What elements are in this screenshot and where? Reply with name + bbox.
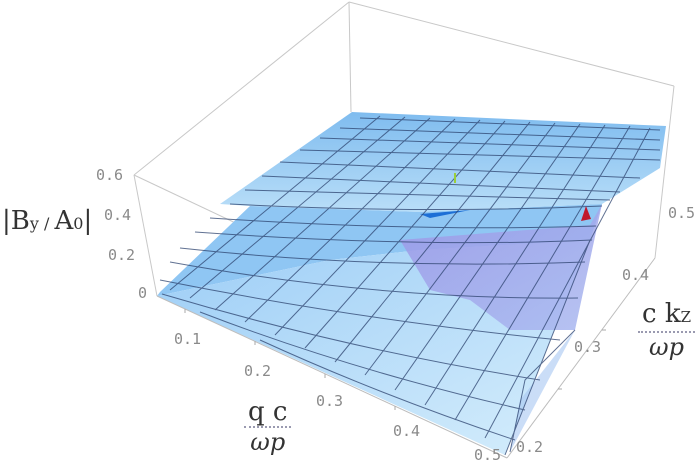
x-tick: 0.1	[174, 330, 202, 348]
x-tick: 0.2	[244, 362, 272, 380]
x-tick: 0.5	[474, 446, 502, 464]
z-tick: 0.2	[108, 246, 136, 264]
y-tick: 0.5	[668, 204, 696, 222]
surface-plateau	[220, 112, 666, 212]
z-tick: 0.4	[104, 206, 132, 224]
x-axis-label: q c ωp	[244, 398, 292, 456]
z-tick: 0	[138, 284, 148, 302]
x-tick: 0.4	[393, 422, 421, 440]
surface-left-slope	[157, 204, 602, 296]
marker-triangle	[581, 206, 591, 221]
x-tick: 0.3	[316, 392, 344, 410]
surface-mesh	[159, 115, 661, 456]
y-tick: 0.2	[516, 438, 544, 456]
z-tick: 0.6	[96, 166, 124, 184]
y-tick: 0.3	[574, 338, 602, 356]
z-axis-label: |By / A0|	[2, 206, 93, 236]
y-axis-label: c kZ ωp	[638, 300, 696, 361]
y-tick: 0.4	[622, 266, 650, 284]
